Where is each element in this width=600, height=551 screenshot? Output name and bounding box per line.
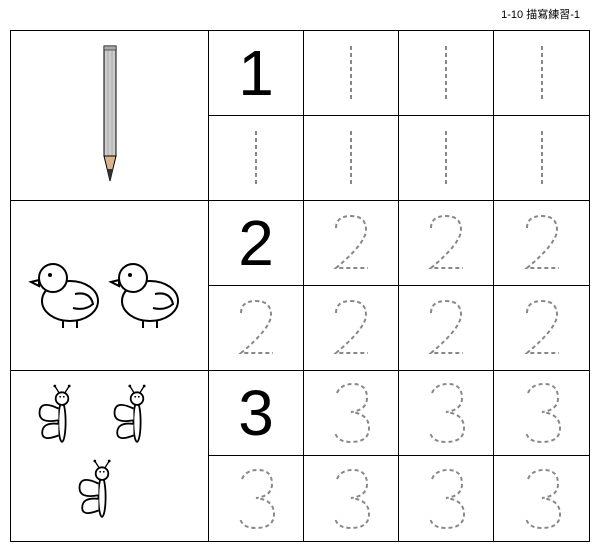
trace-3 (512, 464, 572, 534)
trace-cell (494, 286, 589, 370)
image-cell-butterflies (11, 371, 209, 541)
row-2: 2 (11, 201, 589, 371)
pencil-icon (90, 41, 130, 191)
duck-icon (25, 236, 195, 336)
trace-1 (416, 123, 476, 193)
image-cell-ducks (11, 201, 209, 371)
trace-cell (304, 116, 399, 200)
trace-3 (321, 464, 381, 534)
trace-2 (512, 208, 572, 278)
trace-cell (209, 116, 304, 200)
row-1: 1 (11, 31, 589, 201)
trace-3 (321, 378, 381, 448)
trace-cell (209, 286, 304, 370)
trace-cell (304, 31, 399, 115)
trace-2 (416, 208, 476, 278)
image-cell-pencil (11, 31, 209, 201)
trace-1 (512, 123, 572, 193)
trace-cell (304, 371, 399, 455)
trace-cell (209, 456, 304, 541)
trace-cell (399, 116, 494, 200)
trace-1 (226, 123, 286, 193)
worksheet-grid: 1 (10, 30, 590, 542)
solid-number-cell: 3 (209, 371, 304, 455)
trace-cell (304, 286, 399, 370)
trace-1 (512, 38, 572, 108)
trace-cell (494, 116, 589, 200)
trace-2 (321, 208, 381, 278)
trace-2 (512, 293, 572, 363)
trace-2 (416, 293, 476, 363)
trace-3 (226, 464, 286, 534)
trace-cell (494, 371, 589, 455)
trace-cell (494, 201, 589, 285)
trace-cell (399, 371, 494, 455)
trace-1 (416, 38, 476, 108)
solid-number-1: 1 (238, 41, 274, 105)
trace-2 (321, 293, 381, 363)
trace-cell (399, 456, 494, 541)
solid-number-2: 2 (238, 211, 274, 275)
worksheet-header: 1-10 描寫練習-1 (501, 6, 580, 22)
trace-cell (399, 286, 494, 370)
trace-cell (399, 201, 494, 285)
trace-cell (494, 456, 589, 541)
trace-1 (321, 123, 381, 193)
trace-cell (304, 201, 399, 285)
trace-1 (321, 38, 381, 108)
solid-number-3: 3 (238, 381, 274, 445)
trace-3 (416, 464, 476, 534)
trace-cell (399, 31, 494, 115)
trace-2 (226, 293, 286, 363)
butterfly-icon (20, 376, 200, 536)
row-3: 3 (11, 371, 589, 541)
trace-cell (304, 456, 399, 541)
solid-number-cell: 1 (209, 31, 304, 115)
trace-3 (416, 378, 476, 448)
trace-cell (494, 31, 589, 115)
solid-number-cell: 2 (209, 201, 304, 285)
trace-3 (512, 378, 572, 448)
